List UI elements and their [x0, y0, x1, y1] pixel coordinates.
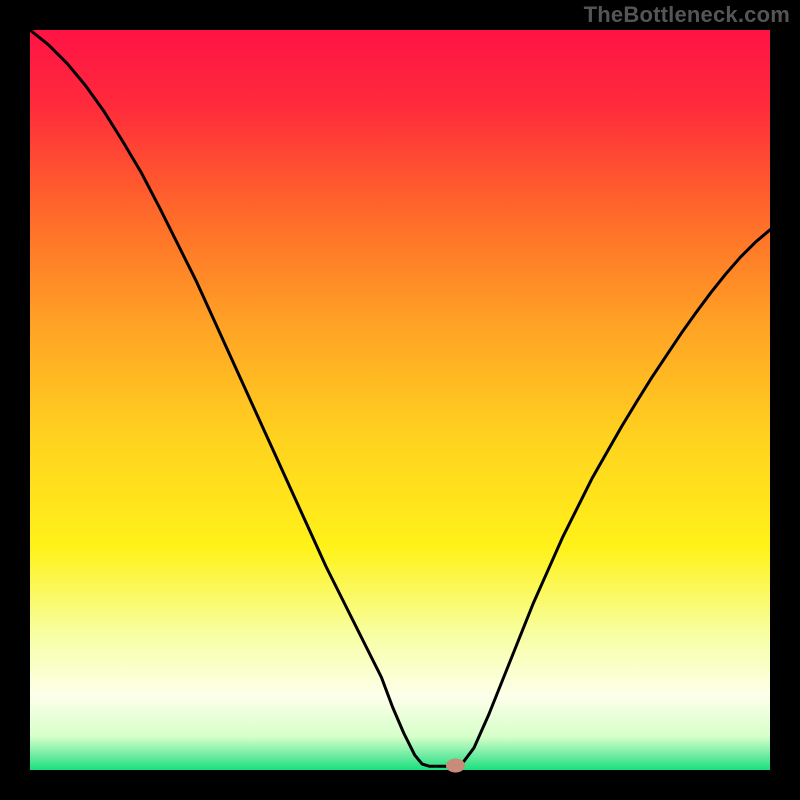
watermark-text: TheBottleneck.com	[584, 2, 790, 28]
bottleneck-chart	[0, 0, 800, 800]
optimal-point-marker	[446, 759, 465, 773]
chart-gradient-bg	[30, 30, 770, 770]
